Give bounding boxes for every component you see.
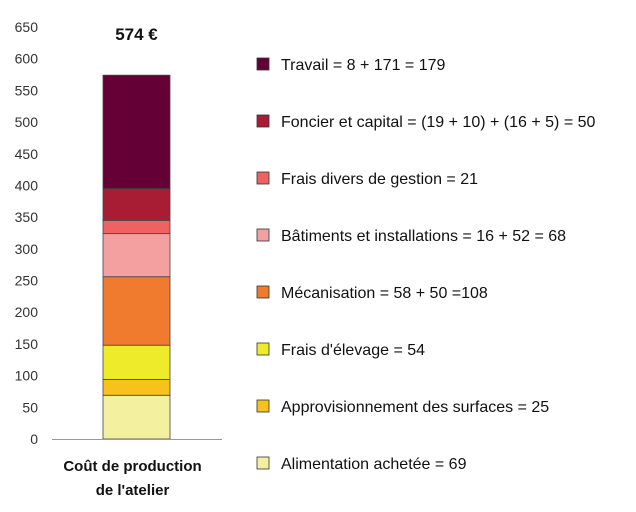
- y-tick-label: 150: [15, 336, 39, 352]
- bar-segment-frais-d-levage: [102, 344, 171, 380]
- y-tick-label: 0: [30, 431, 38, 447]
- legend-label: Mécanisation = 58 + 50 =108: [281, 285, 488, 302]
- legend-swatch: [256, 342, 270, 356]
- y-tick-label: 300: [15, 241, 39, 257]
- y-tick-label: 450: [15, 146, 39, 162]
- bar-segment-b-timents-et-installations: [102, 233, 171, 278]
- y-axis: 0 50 100 150 200 250 300 350 400 450 500 550 600 650: [15, 19, 39, 447]
- legend-swatch: [256, 114, 270, 128]
- legend-label: Frais d'élevage = 54: [281, 342, 425, 359]
- legend: Travail = 8 + 171 = 179 Foncier et capita…: [256, 57, 596, 473]
- legend-swatch: [256, 399, 270, 413]
- y-tick-label: 250: [15, 273, 39, 289]
- legend-label: Travail = 8 + 171 = 179: [281, 57, 446, 74]
- total-label: 574 €: [115, 25, 158, 44]
- category-label-line-2: de l'atelier: [96, 482, 170, 499]
- legend-swatch: [256, 456, 270, 470]
- legend-label: Frais divers de gestion = 21: [281, 171, 478, 188]
- y-tick-label: 400: [15, 177, 39, 193]
- bar-segment-approvisionnement-des-surfaces: [102, 379, 171, 396]
- bar-segment-alimentation-achet-e: [102, 394, 171, 440]
- legend-label: Bâtiments et installations = 16 + 52 = 6…: [281, 228, 566, 245]
- y-tick-label: 500: [15, 114, 39, 130]
- y-tick-label: 200: [15, 304, 39, 320]
- legend-swatch: [256, 285, 270, 299]
- y-tick-label: 50: [22, 399, 38, 415]
- bar-segment-m-canisation: [102, 276, 171, 346]
- bar-stack: [102, 74, 171, 440]
- legend-label: Foncier et capital = (19 + 10) + (16 + 5…: [281, 114, 596, 131]
- y-tick-label: 550: [15, 82, 39, 98]
- y-tick-label: 600: [15, 51, 39, 67]
- bar-segment-travail: [102, 74, 171, 190]
- category-label-line-1: Coût de production: [63, 458, 201, 475]
- legend-swatch: [256, 228, 270, 242]
- legend-swatch: [256, 171, 270, 185]
- bar-segment-frais-divers-de-gestion: [102, 219, 171, 235]
- bar-segment-foncier-et-capital: [102, 188, 171, 221]
- y-tick-label: 100: [15, 368, 39, 384]
- legend-label: Approvisionnement des surfaces = 25: [281, 399, 549, 416]
- legend-label: Alimentation achetée = 69: [281, 456, 467, 473]
- legend-swatch: [256, 57, 270, 71]
- y-tick-label: 650: [15, 19, 39, 35]
- y-tick-label: 350: [15, 209, 39, 225]
